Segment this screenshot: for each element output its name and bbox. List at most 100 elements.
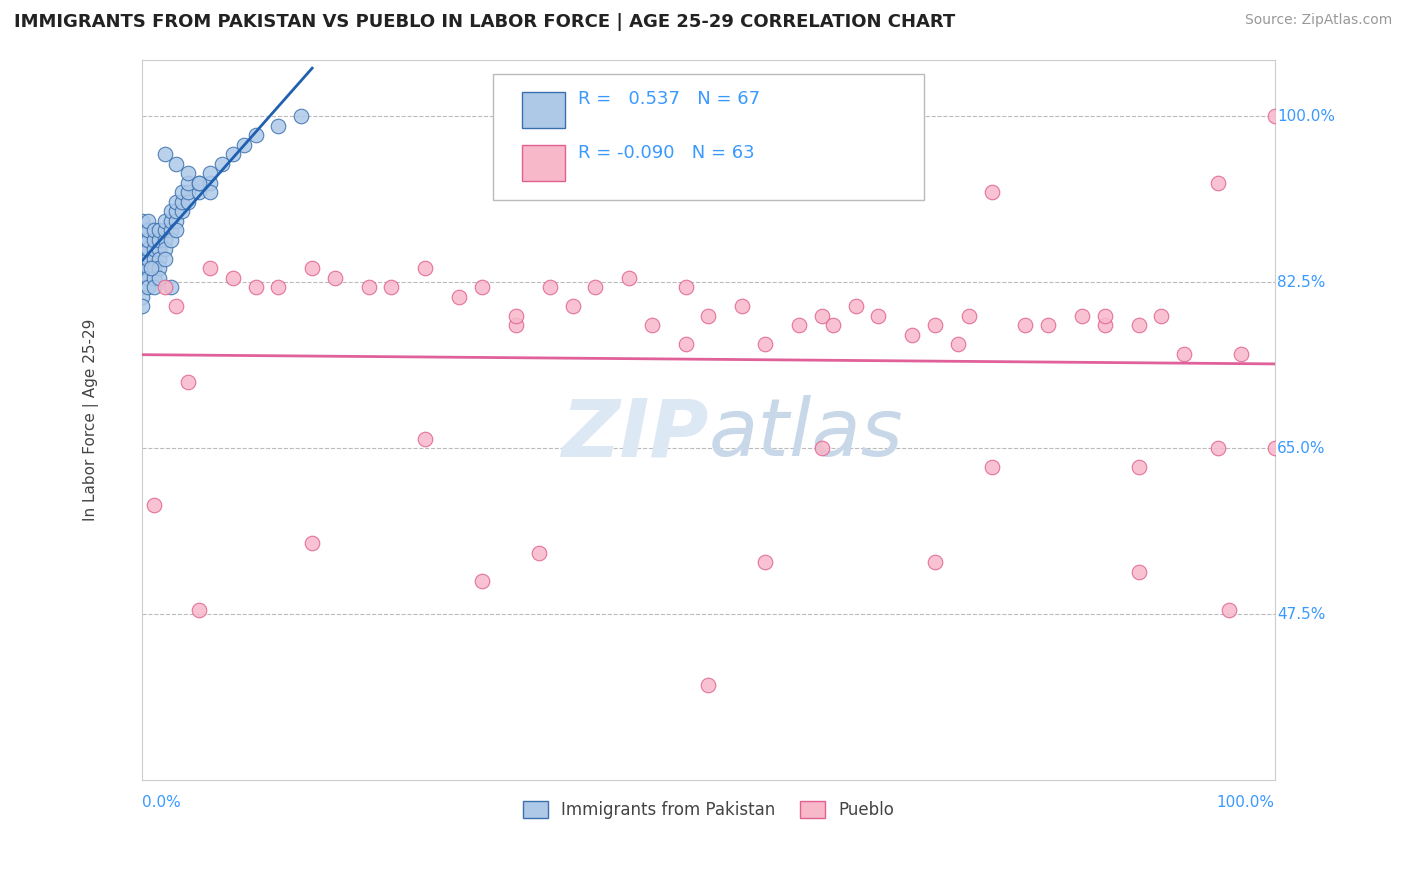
Point	[131, 242, 153, 256]
Point	[131, 290, 153, 304]
Point	[245, 280, 267, 294]
Text: 65.0%: 65.0%	[1277, 441, 1326, 456]
Point	[159, 223, 181, 237]
Point	[200, 176, 222, 190]
FancyBboxPatch shape	[494, 74, 924, 200]
Text: 0.0%: 0.0%	[142, 795, 181, 810]
Point	[301, 261, 323, 276]
Point	[1264, 442, 1286, 456]
Point	[1218, 602, 1240, 616]
Point	[153, 280, 176, 294]
Point	[142, 270, 165, 285]
Point	[1014, 318, 1036, 332]
Point	[924, 318, 946, 332]
Point	[1036, 318, 1059, 332]
Text: 47.5%: 47.5%	[1277, 607, 1326, 622]
Text: IMMIGRANTS FROM PAKISTAN VS PUEBLO IN LABOR FORCE | AGE 25-29 CORRELATION CHART: IMMIGRANTS FROM PAKISTAN VS PUEBLO IN LA…	[14, 13, 955, 31]
Point	[821, 318, 844, 332]
Point	[136, 233, 159, 247]
Point	[159, 204, 181, 219]
Point	[245, 128, 267, 143]
Point	[697, 309, 720, 323]
Point	[980, 186, 1002, 200]
Text: R =   0.537   N = 67: R = 0.537 N = 67	[578, 90, 761, 108]
Point	[131, 280, 153, 294]
Text: In Labor Force | Age 25-29: In Labor Force | Age 25-29	[83, 318, 100, 521]
Point	[267, 119, 290, 133]
Point	[136, 223, 159, 237]
Point	[148, 233, 170, 247]
Point	[471, 280, 494, 294]
Point	[222, 147, 245, 161]
Point	[131, 223, 153, 237]
Point	[176, 166, 198, 180]
Point	[415, 432, 437, 446]
Point	[946, 337, 969, 351]
Point	[810, 442, 832, 456]
Point	[323, 270, 346, 285]
Point	[538, 280, 561, 294]
Point	[170, 194, 193, 209]
Point	[176, 375, 198, 389]
Point	[148, 223, 170, 237]
Point	[136, 270, 159, 285]
Point	[131, 233, 153, 247]
Point	[290, 110, 312, 124]
Point	[1206, 442, 1229, 456]
Point	[142, 498, 165, 512]
Point	[980, 460, 1002, 475]
Point	[301, 536, 323, 550]
Point	[165, 204, 187, 219]
Point	[131, 270, 153, 285]
Point	[357, 280, 380, 294]
Point	[153, 223, 176, 237]
Point	[148, 242, 170, 256]
Text: 82.5%: 82.5%	[1277, 275, 1326, 290]
Text: atlas: atlas	[709, 395, 903, 474]
Point	[142, 242, 165, 256]
Point	[527, 546, 550, 560]
Point	[136, 261, 159, 276]
Point	[415, 261, 437, 276]
Point	[170, 186, 193, 200]
Point	[136, 252, 159, 266]
Point	[675, 337, 697, 351]
Point	[159, 233, 181, 247]
Point	[754, 337, 776, 351]
Point	[1229, 346, 1251, 360]
Point	[176, 176, 198, 190]
Bar	[522, 92, 565, 128]
Point	[731, 299, 754, 313]
Point	[471, 574, 494, 589]
Point	[675, 280, 697, 294]
Point	[810, 309, 832, 323]
Point	[1128, 318, 1150, 332]
Legend: Immigrants from Pakistan, Pueblo: Immigrants from Pakistan, Pueblo	[516, 795, 901, 826]
Point	[176, 186, 198, 200]
Point	[1094, 309, 1116, 323]
Point	[697, 678, 720, 692]
Point	[1264, 110, 1286, 124]
Point	[787, 318, 810, 332]
Point	[148, 252, 170, 266]
Point	[141, 261, 163, 276]
Point	[187, 602, 209, 616]
Point	[1071, 309, 1094, 323]
Point	[165, 194, 187, 209]
Point	[200, 261, 222, 276]
Point	[142, 280, 165, 294]
Point	[142, 223, 165, 237]
Text: 100.0%: 100.0%	[1277, 109, 1334, 124]
Point	[187, 176, 209, 190]
Point	[200, 166, 222, 180]
Point	[1128, 460, 1150, 475]
Point	[159, 280, 181, 294]
Point	[505, 318, 527, 332]
Point	[165, 223, 187, 237]
Point	[754, 555, 776, 569]
Point	[505, 309, 527, 323]
Point	[619, 270, 641, 285]
Point	[153, 214, 176, 228]
Point	[153, 242, 176, 256]
Point	[153, 147, 176, 161]
